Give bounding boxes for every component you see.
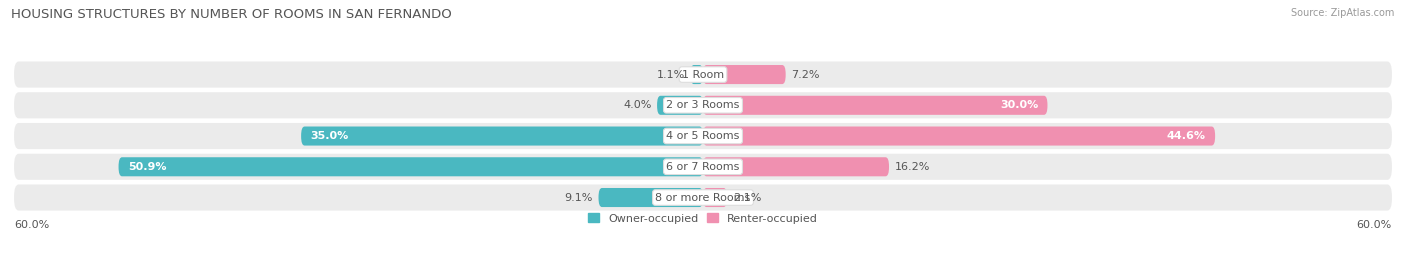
Legend: Owner-occupied, Renter-occupied: Owner-occupied, Renter-occupied [588,213,818,224]
Text: 1.1%: 1.1% [657,70,685,80]
Text: 1 Room: 1 Room [682,70,724,80]
FancyBboxPatch shape [703,96,1047,115]
Text: 16.2%: 16.2% [894,162,931,172]
Text: 60.0%: 60.0% [14,220,49,230]
FancyBboxPatch shape [14,154,1392,180]
Text: 8 or more Rooms: 8 or more Rooms [655,193,751,203]
FancyBboxPatch shape [703,126,1215,146]
FancyBboxPatch shape [703,188,727,207]
Text: 30.0%: 30.0% [1000,100,1038,110]
FancyBboxPatch shape [599,188,703,207]
Text: 44.6%: 44.6% [1167,131,1206,141]
Text: 4 or 5 Rooms: 4 or 5 Rooms [666,131,740,141]
FancyBboxPatch shape [301,126,703,146]
FancyBboxPatch shape [703,157,889,176]
FancyBboxPatch shape [14,92,1392,118]
Text: 7.2%: 7.2% [792,70,820,80]
FancyBboxPatch shape [14,123,1392,149]
FancyBboxPatch shape [657,96,703,115]
Text: 35.0%: 35.0% [311,131,349,141]
FancyBboxPatch shape [14,62,1392,88]
Text: 2 or 3 Rooms: 2 or 3 Rooms [666,100,740,110]
Text: 6 or 7 Rooms: 6 or 7 Rooms [666,162,740,172]
FancyBboxPatch shape [14,185,1392,211]
FancyBboxPatch shape [690,65,703,84]
Text: HOUSING STRUCTURES BY NUMBER OF ROOMS IN SAN FERNANDO: HOUSING STRUCTURES BY NUMBER OF ROOMS IN… [11,8,451,21]
Text: 4.0%: 4.0% [623,100,651,110]
Text: 2.1%: 2.1% [733,193,761,203]
FancyBboxPatch shape [703,65,786,84]
Text: 60.0%: 60.0% [1357,220,1392,230]
Text: 9.1%: 9.1% [564,193,593,203]
FancyBboxPatch shape [118,157,703,176]
Text: 50.9%: 50.9% [128,162,166,172]
Text: Source: ZipAtlas.com: Source: ZipAtlas.com [1291,8,1395,18]
